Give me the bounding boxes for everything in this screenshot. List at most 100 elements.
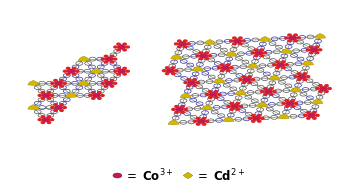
Circle shape [73,67,76,69]
Circle shape [306,76,310,77]
Polygon shape [183,172,193,179]
Polygon shape [168,120,179,125]
Circle shape [254,49,258,51]
Circle shape [196,123,200,125]
Circle shape [239,43,242,45]
Circle shape [67,69,75,74]
Circle shape [303,73,307,75]
Polygon shape [192,66,203,71]
Circle shape [200,53,208,58]
Circle shape [176,107,184,112]
Circle shape [117,43,120,45]
Circle shape [193,120,197,122]
Circle shape [239,37,242,39]
Circle shape [307,117,310,119]
Circle shape [205,52,208,54]
Circle shape [88,94,92,96]
Circle shape [101,58,105,60]
Circle shape [175,70,178,72]
Circle shape [304,114,307,116]
Circle shape [315,46,319,48]
Circle shape [264,88,267,90]
Polygon shape [278,114,290,119]
Circle shape [328,88,331,89]
Circle shape [66,67,70,69]
Circle shape [76,70,79,72]
Circle shape [175,106,178,107]
Circle shape [285,64,288,66]
Polygon shape [235,90,246,95]
Circle shape [178,42,186,46]
Circle shape [42,117,50,122]
Circle shape [209,92,217,97]
Circle shape [110,61,114,63]
Circle shape [47,92,51,93]
Polygon shape [91,68,102,73]
Circle shape [123,73,126,75]
Circle shape [181,111,184,113]
Circle shape [175,43,178,45]
Circle shape [313,117,316,119]
Circle shape [297,37,300,39]
Circle shape [310,46,313,48]
Circle shape [319,91,322,92]
Circle shape [42,93,50,98]
Text: $=\ \mathbf{Cd}^{2+}$: $=\ \mathbf{Cd}^{2+}$ [195,167,245,184]
Circle shape [230,103,233,105]
Circle shape [233,39,241,43]
Polygon shape [202,105,213,110]
Circle shape [166,68,174,73]
Circle shape [165,67,169,69]
Circle shape [54,80,57,81]
Circle shape [47,97,51,99]
Circle shape [104,85,108,87]
Circle shape [92,93,100,98]
Circle shape [101,94,104,96]
Circle shape [273,91,276,92]
Circle shape [248,117,252,119]
Circle shape [114,70,117,72]
Circle shape [193,84,196,86]
Text: $=\ \mathbf{Co}^{3+}$: $=\ \mathbf{Co}^{3+}$ [124,167,174,184]
Circle shape [258,120,261,122]
Circle shape [172,108,175,110]
Circle shape [286,101,294,106]
Polygon shape [204,39,216,44]
Circle shape [227,70,230,71]
Circle shape [117,73,120,75]
Circle shape [285,37,288,39]
Circle shape [113,82,117,84]
Circle shape [66,73,70,75]
Circle shape [261,117,264,119]
Polygon shape [302,60,314,65]
Circle shape [123,67,126,69]
Circle shape [172,67,175,69]
Circle shape [251,79,255,81]
Circle shape [307,112,310,113]
Polygon shape [28,80,39,85]
Circle shape [60,85,63,87]
Circle shape [242,82,245,83]
Circle shape [261,91,264,92]
Circle shape [114,46,117,48]
Circle shape [178,46,181,48]
Circle shape [184,46,187,48]
Polygon shape [259,36,271,41]
Circle shape [184,108,187,110]
Circle shape [208,96,212,98]
Circle shape [117,49,120,51]
Circle shape [276,67,279,69]
Circle shape [101,82,105,84]
Polygon shape [65,92,77,98]
Circle shape [236,103,239,105]
Circle shape [202,118,206,119]
Circle shape [233,37,236,39]
Circle shape [239,105,242,107]
Circle shape [254,55,258,57]
Circle shape [248,82,252,83]
Circle shape [50,94,54,96]
Circle shape [310,48,318,52]
Circle shape [110,80,114,81]
Circle shape [297,73,301,75]
Circle shape [276,61,279,63]
